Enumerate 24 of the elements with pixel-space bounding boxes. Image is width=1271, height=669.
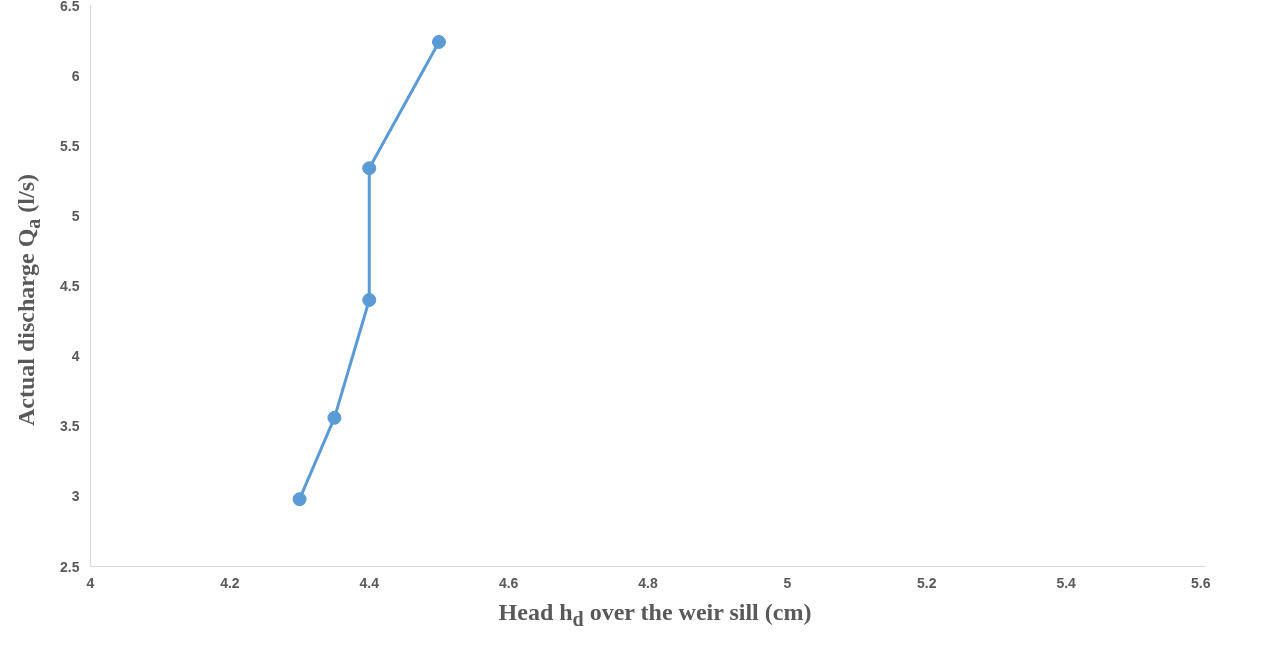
point: [362, 161, 377, 176]
x-tick-label: 5: [783, 574, 792, 591]
y-tick-label: 6.5: [60, 0, 80, 14]
x-tick-label: 5.4: [1056, 574, 1077, 591]
y-tick-label: 3.5: [60, 418, 80, 435]
x-tick-label: 5.6: [1191, 574, 1211, 591]
x-axis-title: Head h$_{d}$ over the weir sill (cm): [498, 598, 812, 632]
y-tick-label: 4: [71, 348, 80, 365]
y-tick-label: 2.5: [60, 558, 80, 575]
y-tick-label: 5.5: [60, 137, 80, 154]
point: [327, 410, 342, 425]
x-tick-label: 5.2: [917, 574, 937, 591]
x-tick-label: 4.6: [498, 574, 519, 591]
point: [431, 34, 446, 49]
point: [292, 492, 307, 507]
y-tick-label: 6: [71, 67, 80, 84]
x-tick-label: 4.2: [220, 574, 240, 591]
x-tick-label: 4: [86, 574, 95, 591]
x-tick-label: 4.4: [359, 574, 380, 591]
x-tick-label: 4.8: [638, 574, 658, 591]
y-tick-label: 4.5: [60, 278, 80, 294]
y-tick-label: 3: [71, 488, 80, 505]
y-tick-label: 5: [71, 207, 80, 224]
point: [362, 293, 377, 308]
